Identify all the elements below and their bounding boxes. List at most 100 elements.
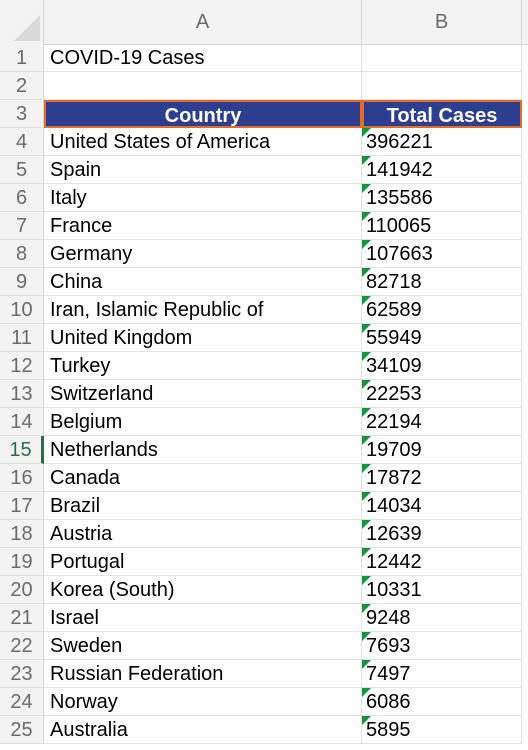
cell-value: 5895 [366,719,411,741]
row-number[interactable]: 10 [0,296,44,324]
cell-b[interactable]: 82718 [362,268,522,296]
cell-a[interactable]: United Kingdom [44,324,362,352]
cell-b[interactable]: 12442 [362,548,522,576]
cell-a[interactable]: Australia [44,716,362,744]
cell-b[interactable]: 110065 [362,212,522,240]
sheet-row: 17 Brazil 14034 [0,492,528,520]
cell-a[interactable]: China [44,268,362,296]
row-number[interactable]: 1 [0,44,44,72]
cell-a[interactable]: Korea (South) [44,576,362,604]
cell-value: 19709 [366,439,422,461]
number-as-text-flag-icon [362,464,371,473]
cell-b[interactable]: 5895 [362,716,522,744]
row-number[interactable]: 3 [0,100,44,128]
cell-a[interactable]: Netherlands [44,436,362,464]
number-as-text-flag-icon [362,380,371,389]
cell-b[interactable]: 19709 [362,436,522,464]
row-number[interactable]: 7 [0,212,44,240]
column-header-b[interactable]: B [362,0,522,44]
cell-a[interactable]: Switzerland [44,380,362,408]
sheet-row: 13 Switzerland 22253 [0,380,528,408]
row-number[interactable]: 12 [0,352,44,380]
row-number[interactable]: 2 [0,72,44,100]
row-number[interactable]: 15 [0,436,44,464]
row-number[interactable]: 16 [0,464,44,492]
row-number[interactable]: 4 [0,128,44,156]
header-cell-country[interactable]: Country [44,100,362,128]
cell-b[interactable]: 62589 [362,296,522,324]
sheet-row: 1 COVID-19 Cases [0,44,528,72]
cell-b[interactable]: 396221 [362,128,522,156]
row-number[interactable]: 24 [0,688,44,716]
cell-b[interactable]: 7497 [362,660,522,688]
cell-a[interactable]: Brazil [44,492,362,520]
header-cell-total-cases[interactable]: Total Cases [362,100,522,128]
cell-b[interactable]: 141942 [362,156,522,184]
cell-a[interactable]: Russian Federation [44,660,362,688]
cell-b[interactable] [362,72,522,100]
row-number[interactable]: 6 [0,184,44,212]
cell-a[interactable]: Israel [44,604,362,632]
cell-a[interactable]: Spain [44,156,362,184]
row-number[interactable]: 14 [0,408,44,436]
row-number[interactable]: 21 [0,604,44,632]
cell-b[interactable]: 55949 [362,324,522,352]
cell-value: 34109 [366,355,422,377]
row-number[interactable]: 20 [0,576,44,604]
row-number[interactable]: 22 [0,632,44,660]
number-as-text-flag-icon [362,184,371,193]
cell-a[interactable]: Italy [44,184,362,212]
cell-b[interactable]: 14034 [362,492,522,520]
row-number[interactable]: 13 [0,380,44,408]
row-number[interactable]: 23 [0,660,44,688]
cell-a[interactable]: COVID-19 Cases [44,44,362,72]
column-header-a[interactable]: A [44,0,362,44]
select-all-corner[interactable] [0,0,44,44]
number-as-text-flag-icon [362,352,371,361]
row-number[interactable]: 11 [0,324,44,352]
cell-a[interactable]: Sweden [44,632,362,660]
cell-a[interactable]: Austria [44,520,362,548]
row-number[interactable]: 8 [0,240,44,268]
sheet-row: 22 Sweden 7693 [0,632,528,660]
sheet-row: 25 Australia 5895 [0,716,528,744]
cell-b[interactable]: 6086 [362,688,522,716]
cell-value: 9248 [366,607,411,629]
cell-a[interactable]: Belgium [44,408,362,436]
sheet-row: 7 France 110065 [0,212,528,240]
row-number[interactable]: 19 [0,548,44,576]
cell-b[interactable] [362,44,522,72]
cell-b[interactable]: 22194 [362,408,522,436]
number-as-text-flag-icon [362,576,371,585]
cell-a[interactable]: Iran, Islamic Republic of [44,296,362,324]
sheet-row: 21 Israel 9248 [0,604,528,632]
cell-a[interactable]: Germany [44,240,362,268]
cell-value: 14034 [366,495,422,517]
number-as-text-flag-icon [362,296,371,305]
cell-b[interactable]: 12639 [362,520,522,548]
cell-b[interactable]: 22253 [362,380,522,408]
row-number[interactable]: 18 [0,520,44,548]
cell-b[interactable]: 7693 [362,632,522,660]
row-number[interactable]: 25 [0,716,44,744]
cell-b[interactable]: 34109 [362,352,522,380]
number-as-text-flag-icon [362,716,371,725]
column-header-bar: A B [0,0,528,45]
cell-a[interactable] [44,72,362,100]
cell-a[interactable]: France [44,212,362,240]
cell-a[interactable]: Turkey [44,352,362,380]
cell-value: 17872 [366,467,422,489]
cell-a[interactable]: Norway [44,688,362,716]
cell-b[interactable]: 17872 [362,464,522,492]
cell-a[interactable]: Canada [44,464,362,492]
cell-b[interactable]: 9248 [362,604,522,632]
cell-b[interactable]: 135586 [362,184,522,212]
row-number[interactable]: 17 [0,492,44,520]
cell-a[interactable]: United States of America [44,128,362,156]
row-number[interactable]: 5 [0,156,44,184]
cell-b[interactable]: 107663 [362,240,522,268]
cell-b[interactable]: 10331 [362,576,522,604]
cell-a[interactable]: Portugal [44,548,362,576]
row-number[interactable]: 9 [0,268,44,296]
